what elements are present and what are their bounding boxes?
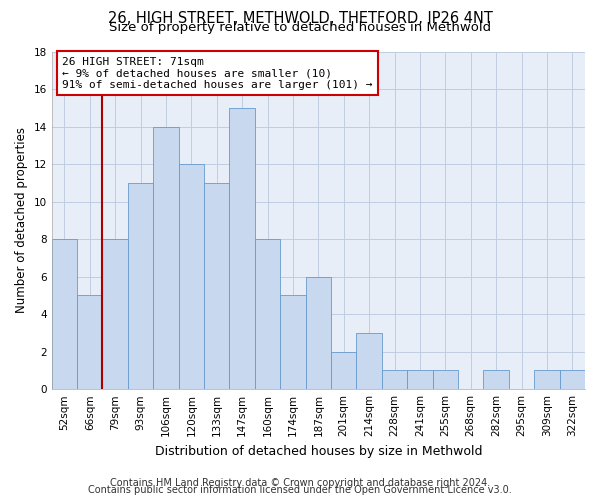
Y-axis label: Number of detached properties: Number of detached properties <box>15 128 28 314</box>
Text: Contains public sector information licensed under the Open Government Licence v3: Contains public sector information licen… <box>88 485 512 495</box>
Text: Size of property relative to detached houses in Methwold: Size of property relative to detached ho… <box>109 21 491 34</box>
Bar <box>331 352 356 389</box>
X-axis label: Distribution of detached houses by size in Methwold: Distribution of detached houses by size … <box>155 444 482 458</box>
Bar <box>280 296 305 389</box>
Text: 26 HIGH STREET: 71sqm
← 9% of detached houses are smaller (10)
91% of semi-detac: 26 HIGH STREET: 71sqm ← 9% of detached h… <box>62 56 373 90</box>
Bar <box>204 183 229 389</box>
Bar <box>560 370 585 389</box>
Bar <box>433 370 458 389</box>
Bar <box>484 370 509 389</box>
Bar <box>382 370 407 389</box>
Bar <box>179 164 204 389</box>
Bar <box>52 239 77 389</box>
Text: 26, HIGH STREET, METHWOLD, THETFORD, IP26 4NT: 26, HIGH STREET, METHWOLD, THETFORD, IP2… <box>107 11 493 26</box>
Bar <box>356 333 382 389</box>
Bar <box>534 370 560 389</box>
Bar <box>407 370 433 389</box>
Bar <box>255 239 280 389</box>
Bar <box>229 108 255 389</box>
Bar <box>153 126 179 389</box>
Text: Contains HM Land Registry data © Crown copyright and database right 2024.: Contains HM Land Registry data © Crown c… <box>110 478 490 488</box>
Bar <box>77 296 103 389</box>
Bar <box>103 239 128 389</box>
Bar <box>128 183 153 389</box>
Bar <box>305 276 331 389</box>
